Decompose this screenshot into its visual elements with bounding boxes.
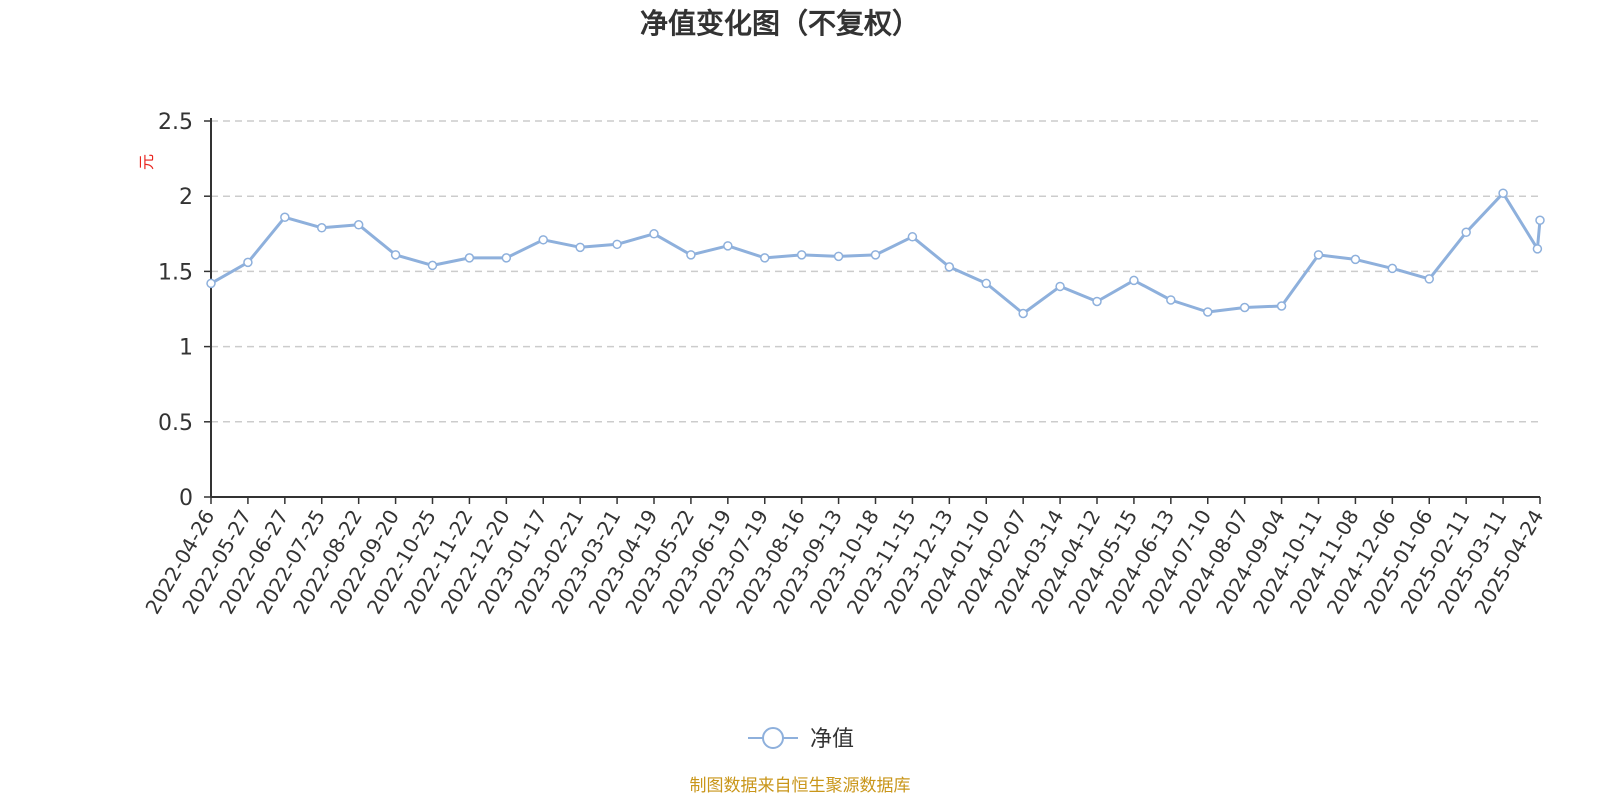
data-point[interactable]: [649, 229, 659, 239]
data-point[interactable]: [1239, 302, 1250, 313]
y-tick-label: 2: [179, 185, 193, 210]
x-axis-ticks: 2022-04-262022-05-272022-06-272022-07-25…: [140, 497, 1548, 618]
y-tick-label: 0.5: [158, 411, 193, 436]
data-point[interactable]: [243, 257, 253, 268]
data-point[interactable]: [1166, 295, 1176, 305]
data-point[interactable]: [1350, 254, 1361, 265]
data-point[interactable]: [353, 220, 364, 230]
data-point[interactable]: [1424, 274, 1434, 284]
source-note: 制图数据来自恒生聚源数据库: [690, 776, 911, 796]
legend[interactable]: 净值: [748, 727, 854, 752]
data-point[interactable]: [1092, 296, 1102, 307]
chart-title: 净值变化图（不复权）: [640, 7, 920, 40]
data-point[interactable]: [501, 253, 512, 263]
data-point[interactable]: [1387, 263, 1398, 274]
data-point[interactable]: [1276, 301, 1287, 311]
data-point[interactable]: [390, 250, 401, 260]
data-point[interactable]: [796, 250, 807, 260]
data-point[interactable]: [1055, 281, 1065, 292]
series-group: [206, 188, 1545, 319]
data-point[interactable]: [723, 241, 733, 251]
y-tick-label: 1: [179, 336, 193, 361]
data-point[interactable]: [612, 239, 622, 250]
data-point[interactable]: [981, 278, 991, 289]
data-point[interactable]: [427, 260, 438, 271]
data-point[interactable]: [944, 262, 955, 272]
data-point[interactable]: [1018, 308, 1028, 319]
data-point[interactable]: [833, 251, 844, 262]
data-point[interactable]: [1532, 244, 1543, 254]
legend-label: 净值: [810, 727, 854, 752]
data-point[interactable]: [1203, 307, 1213, 317]
grid-lines: [211, 120, 1540, 423]
data-point[interactable]: [1535, 215, 1545, 226]
data-point[interactable]: [1461, 227, 1471, 238]
data-point[interactable]: [907, 232, 918, 242]
y-axis-unit: 元: [137, 154, 156, 170]
series-line: [210, 191, 1542, 315]
axes: [210, 118, 1540, 498]
data-point[interactable]: [317, 223, 327, 233]
legend-marker: [762, 727, 784, 749]
y-tick-label: 2.5: [158, 110, 193, 135]
data-point[interactable]: [538, 235, 548, 245]
data-point[interactable]: [575, 242, 585, 253]
data-point[interactable]: [870, 250, 881, 260]
data-point[interactable]: [1313, 250, 1324, 260]
data-point[interactable]: [686, 250, 696, 260]
data-point[interactable]: [1498, 188, 1508, 198]
y-tick-label: 1.5: [158, 260, 193, 285]
data-point[interactable]: [464, 253, 475, 263]
data-point[interactable]: [206, 278, 216, 289]
data-point[interactable]: [280, 212, 290, 223]
y-tick-label: 0: [179, 486, 193, 511]
data-point[interactable]: [760, 253, 770, 263]
data-point[interactable]: [1129, 275, 1139, 286]
y-axis-ticks: 0 0.5 1 1.5 2 2.5: [158, 110, 211, 511]
